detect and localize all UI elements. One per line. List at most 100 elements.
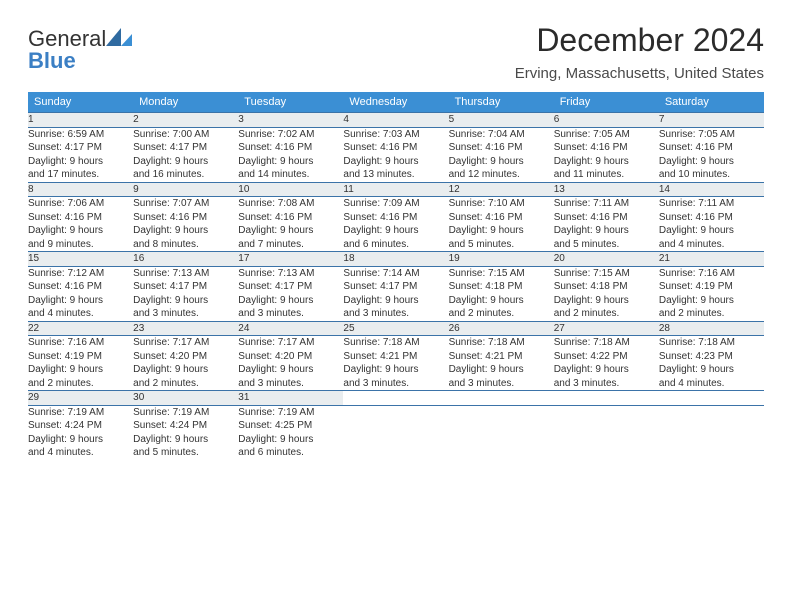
detail-row: Sunrise: 7:06 AMSunset: 4:16 PMDaylight:…: [28, 197, 764, 252]
title-block: December 2024 Erving, Massachusetts, Uni…: [515, 22, 764, 82]
weekday-header: Thursday: [449, 92, 554, 113]
day-d1: Daylight: 9 hours: [659, 224, 764, 238]
day-detail-cell: Sunrise: 7:11 AMSunset: 4:16 PMDaylight:…: [659, 197, 764, 252]
weekday-header: Friday: [554, 92, 659, 113]
day-d2: and 12 minutes.: [449, 168, 554, 182]
day-sr: Sunrise: 7:17 AM: [238, 336, 343, 350]
day-number-cell: 24: [238, 321, 343, 336]
day-sr: Sunrise: 7:02 AM: [238, 128, 343, 142]
day-d1: Daylight: 9 hours: [238, 155, 343, 169]
day-number-cell: 18: [343, 252, 448, 267]
day-detail-cell: Sunrise: 7:15 AMSunset: 4:18 PMDaylight:…: [554, 266, 659, 321]
day-sr: Sunrise: 7:19 AM: [28, 406, 133, 420]
day-ss: Sunset: 4:24 PM: [133, 419, 238, 433]
day-sr: Sunrise: 7:18 AM: [343, 336, 448, 350]
day-number-cell: 22: [28, 321, 133, 336]
day-detail-cell: Sunrise: 7:07 AMSunset: 4:16 PMDaylight:…: [133, 197, 238, 252]
day-ss: Sunset: 4:16 PM: [449, 141, 554, 155]
day-sr: Sunrise: 7:11 AM: [554, 197, 659, 211]
day-sr: Sunrise: 7:11 AM: [659, 197, 764, 211]
day-number-cell: 4: [343, 113, 448, 128]
day-sr: Sunrise: 7:17 AM: [133, 336, 238, 350]
day-detail-cell: Sunrise: 7:02 AMSunset: 4:16 PMDaylight:…: [238, 127, 343, 182]
day-sr: Sunrise: 7:00 AM: [133, 128, 238, 142]
day-detail-cell: Sunrise: 7:14 AMSunset: 4:17 PMDaylight:…: [343, 266, 448, 321]
day-detail-cell: Sunrise: 7:06 AMSunset: 4:16 PMDaylight:…: [28, 197, 133, 252]
day-number-cell: 20: [554, 252, 659, 267]
day-d2: and 2 minutes.: [133, 377, 238, 391]
day-sr: Sunrise: 7:09 AM: [343, 197, 448, 211]
day-ss: Sunset: 4:16 PM: [659, 141, 764, 155]
day-detail-cell: Sunrise: 7:18 AMSunset: 4:22 PMDaylight:…: [554, 336, 659, 391]
day-number-cell: 1: [28, 113, 133, 128]
weekday-header: Sunday: [28, 92, 133, 113]
day-sr: Sunrise: 7:12 AM: [28, 267, 133, 281]
day-d1: Daylight: 9 hours: [28, 433, 133, 447]
page-subtitle: Erving, Massachusetts, United States: [515, 65, 764, 82]
day-d2: and 4 minutes.: [659, 377, 764, 391]
day-ss: Sunset: 4:16 PM: [343, 211, 448, 225]
day-d1: Daylight: 9 hours: [133, 155, 238, 169]
weekday-header: Monday: [133, 92, 238, 113]
day-d1: Daylight: 9 hours: [449, 294, 554, 308]
day-sr: Sunrise: 7:03 AM: [343, 128, 448, 142]
day-d1: Daylight: 9 hours: [133, 294, 238, 308]
day-detail-cell: Sunrise: 7:05 AMSunset: 4:16 PMDaylight:…: [554, 127, 659, 182]
day-d1: Daylight: 9 hours: [133, 363, 238, 377]
day-sr: Sunrise: 7:08 AM: [238, 197, 343, 211]
day-ss: Sunset: 4:17 PM: [28, 141, 133, 155]
day-detail-cell: [659, 405, 764, 460]
day-ss: Sunset: 4:22 PM: [554, 350, 659, 364]
day-sr: Sunrise: 7:19 AM: [133, 406, 238, 420]
day-ss: Sunset: 4:17 PM: [133, 280, 238, 294]
day-d1: Daylight: 9 hours: [554, 155, 659, 169]
day-detail-cell: Sunrise: 7:09 AMSunset: 4:16 PMDaylight:…: [343, 197, 448, 252]
day-d2: and 4 minutes.: [28, 307, 133, 321]
day-d1: Daylight: 9 hours: [238, 224, 343, 238]
day-d1: Daylight: 9 hours: [28, 155, 133, 169]
day-d2: and 3 minutes.: [343, 307, 448, 321]
day-sr: Sunrise: 7:16 AM: [659, 267, 764, 281]
day-number-cell: 5: [449, 113, 554, 128]
day-detail-cell: Sunrise: 7:17 AMSunset: 4:20 PMDaylight:…: [238, 336, 343, 391]
day-d2: and 3 minutes.: [449, 377, 554, 391]
day-number-cell: [554, 391, 659, 406]
day-number-cell: 26: [449, 321, 554, 336]
day-d2: and 5 minutes.: [449, 238, 554, 252]
logo-mark-icon: [106, 28, 132, 46]
day-sr: Sunrise: 7:05 AM: [554, 128, 659, 142]
day-detail-cell: Sunrise: 7:18 AMSunset: 4:21 PMDaylight:…: [449, 336, 554, 391]
day-detail-cell: Sunrise: 7:18 AMSunset: 4:23 PMDaylight:…: [659, 336, 764, 391]
day-ss: Sunset: 4:16 PM: [238, 211, 343, 225]
day-d1: Daylight: 9 hours: [28, 363, 133, 377]
day-detail-cell: Sunrise: 7:05 AMSunset: 4:16 PMDaylight:…: [659, 127, 764, 182]
weekday-header: Saturday: [659, 92, 764, 113]
day-d1: Daylight: 9 hours: [659, 294, 764, 308]
day-ss: Sunset: 4:20 PM: [133, 350, 238, 364]
day-d1: Daylight: 9 hours: [238, 294, 343, 308]
day-d1: Daylight: 9 hours: [343, 155, 448, 169]
day-detail-cell: Sunrise: 7:18 AMSunset: 4:21 PMDaylight:…: [343, 336, 448, 391]
day-d2: and 6 minutes.: [238, 446, 343, 460]
day-d1: Daylight: 9 hours: [238, 363, 343, 377]
day-number-cell: 16: [133, 252, 238, 267]
day-sr: Sunrise: 7:16 AM: [28, 336, 133, 350]
day-d2: and 3 minutes.: [238, 307, 343, 321]
day-sr: Sunrise: 7:18 AM: [554, 336, 659, 350]
day-ss: Sunset: 4:17 PM: [343, 280, 448, 294]
day-number-cell: 12: [449, 182, 554, 197]
daynum-row: 15161718192021: [28, 252, 764, 267]
weekday-header: Wednesday: [343, 92, 448, 113]
day-d2: and 8 minutes.: [133, 238, 238, 252]
day-d2: and 3 minutes.: [554, 377, 659, 391]
day-detail-cell: [449, 405, 554, 460]
day-number-cell: 23: [133, 321, 238, 336]
day-ss: Sunset: 4:16 PM: [28, 211, 133, 225]
daynum-row: 1234567: [28, 113, 764, 128]
logo-text: General Blue: [28, 28, 132, 72]
weekday-header-row: Sunday Monday Tuesday Wednesday Thursday…: [28, 92, 764, 113]
day-d2: and 3 minutes.: [343, 377, 448, 391]
day-d1: Daylight: 9 hours: [554, 363, 659, 377]
day-ss: Sunset: 4:16 PM: [28, 280, 133, 294]
day-ss: Sunset: 4:18 PM: [449, 280, 554, 294]
